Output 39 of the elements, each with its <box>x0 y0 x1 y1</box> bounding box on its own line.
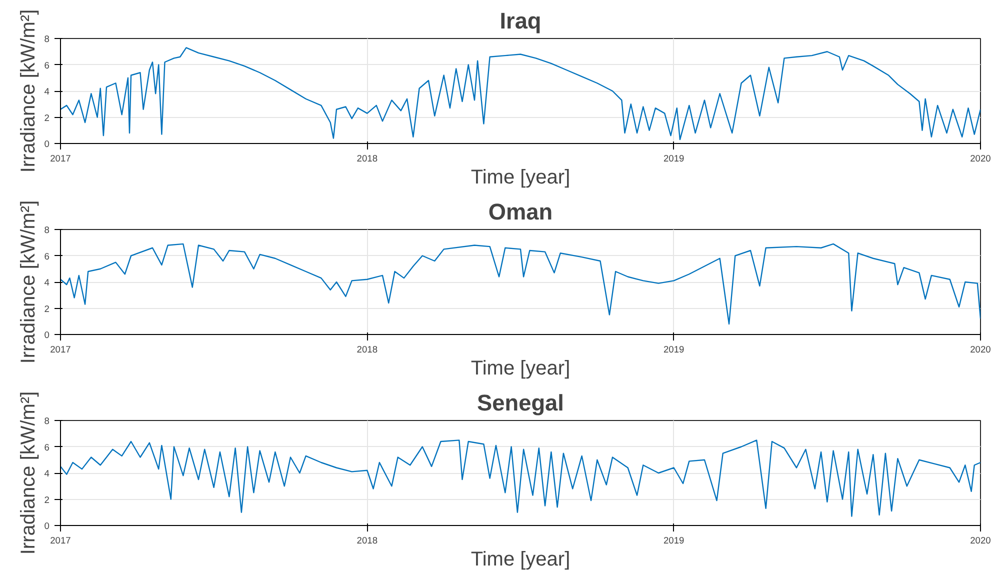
y-tick-label: 6 <box>44 251 50 262</box>
x-tick-label: 2017 <box>50 154 71 164</box>
x-tick-label: 2019 <box>663 536 684 546</box>
x-tick-label: 2017 <box>50 536 71 546</box>
y-tick-label: 4 <box>44 468 50 478</box>
x-tick-label: 2020 <box>970 536 991 546</box>
x-tick-label: 2020 <box>970 154 991 164</box>
y-tick-label: 6 <box>44 60 50 70</box>
y-tick-label: 0 <box>44 521 50 531</box>
y-tick-label: 2 <box>44 494 50 505</box>
y-tick-label: 0 <box>44 139 50 149</box>
x-tick-label: 2018 <box>356 344 378 354</box>
chart-title: Iraq <box>500 8 542 34</box>
y-axis-title: Irradiance [kW/m²] <box>17 200 40 364</box>
x-tick-label: 2017 <box>50 344 71 354</box>
line-series <box>60 440 980 517</box>
x-tick-label: 2018 <box>356 154 378 164</box>
y-tick-label: 2 <box>44 304 50 314</box>
y-tick-label: 8 <box>44 34 50 44</box>
chart-title: Oman <box>488 198 553 224</box>
x-tick-label: 2019 <box>663 344 684 354</box>
y-tick-label: 4 <box>44 86 50 96</box>
y-axis-title: Irradiance [kW/m²] <box>17 391 40 555</box>
y-axis-title: Irradiance [kW/m²] <box>17 9 40 173</box>
x-axis-title: Time [year] <box>470 166 570 188</box>
x-tick-label: 2019 <box>663 154 684 164</box>
y-tick-label: 8 <box>44 416 50 426</box>
y-tick-label: 6 <box>44 442 50 452</box>
x-tick-label: 2020 <box>970 344 991 354</box>
y-tick-label: 0 <box>44 330 50 340</box>
y-tick-label: 4 <box>44 278 50 288</box>
line-series <box>60 47 980 140</box>
line-series <box>60 243 980 325</box>
x-axis-title: Time [year] <box>470 358 570 380</box>
chart-title: Senegal <box>477 390 564 416</box>
y-tick-label: 2 <box>44 112 50 123</box>
y-tick-label: 8 <box>44 225 50 235</box>
x-axis-title: Time [year] <box>470 548 570 570</box>
x-tick-label: 2018 <box>356 536 378 546</box>
